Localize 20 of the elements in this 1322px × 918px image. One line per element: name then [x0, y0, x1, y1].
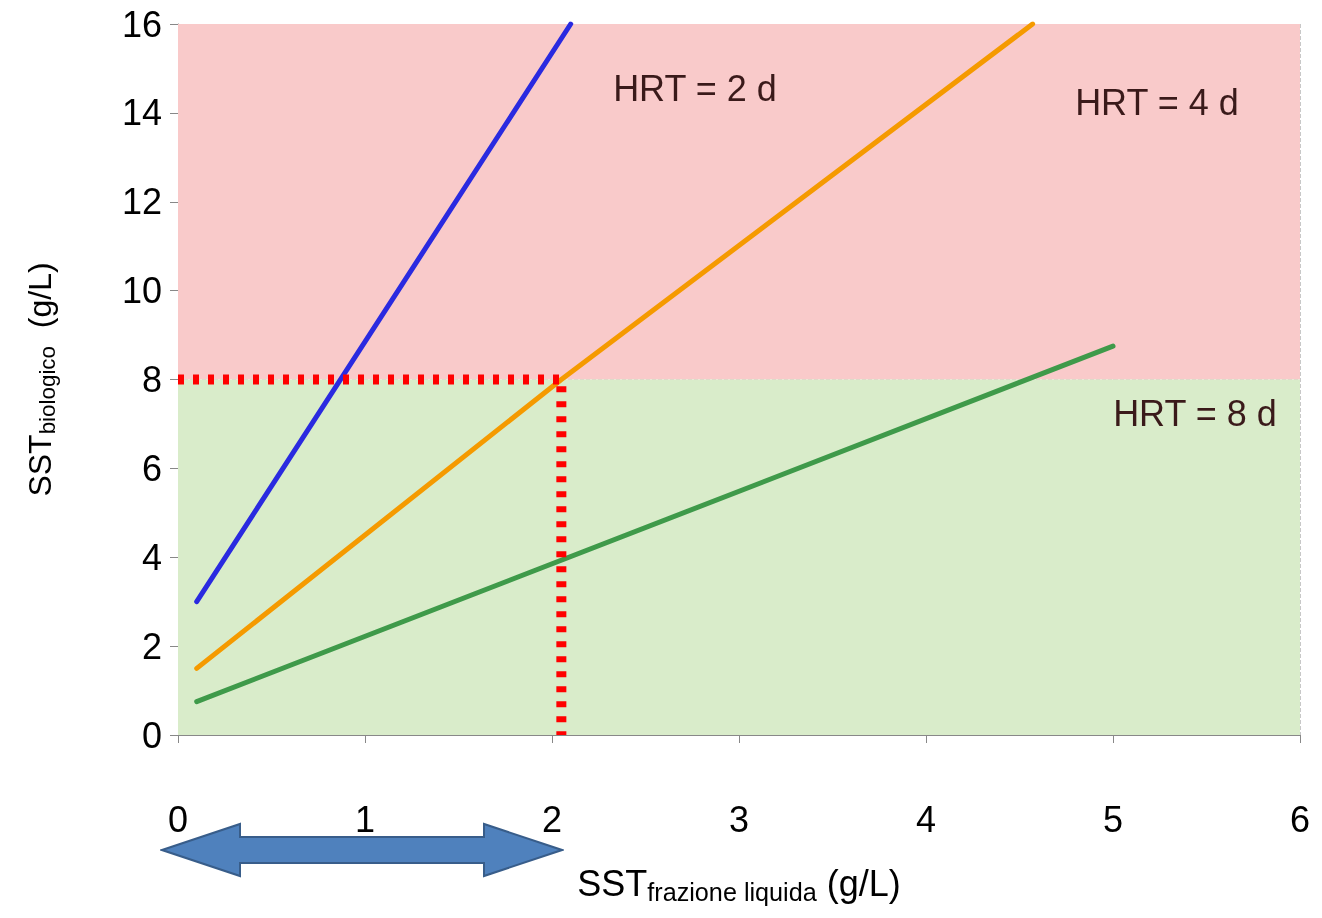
y-tick-label: 4 — [141, 536, 162, 578]
x-tick-label: 3 — [728, 798, 750, 840]
y-tick-label: 2 — [141, 625, 162, 667]
y-tick-label: 0 — [141, 714, 162, 756]
series-label: HRT = 4 d — [1075, 81, 1239, 123]
x-tick-label: 1 — [354, 798, 376, 840]
y-tick-label: 6 — [141, 447, 162, 489]
y-tick-label: 10 — [121, 270, 162, 312]
x-tick-label: 5 — [1102, 798, 1124, 840]
x-tick-label: 6 — [1289, 798, 1311, 840]
y-tick-label: 14 — [121, 92, 162, 134]
x-tick-label: 0 — [167, 798, 189, 840]
y-tick-label: 12 — [121, 181, 162, 223]
y-tick-label: 16 — [121, 3, 162, 45]
x-tick-label: 4 — [915, 798, 937, 840]
series-label: HRT = 2 d — [613, 67, 777, 109]
x-tick-label: 2 — [541, 798, 563, 840]
series-label: HRT = 8 d — [1113, 392, 1277, 434]
y-tick-label: 8 — [141, 359, 162, 400]
y-axis-title: SSTbiologico (g/L) — [21, 262, 60, 497]
